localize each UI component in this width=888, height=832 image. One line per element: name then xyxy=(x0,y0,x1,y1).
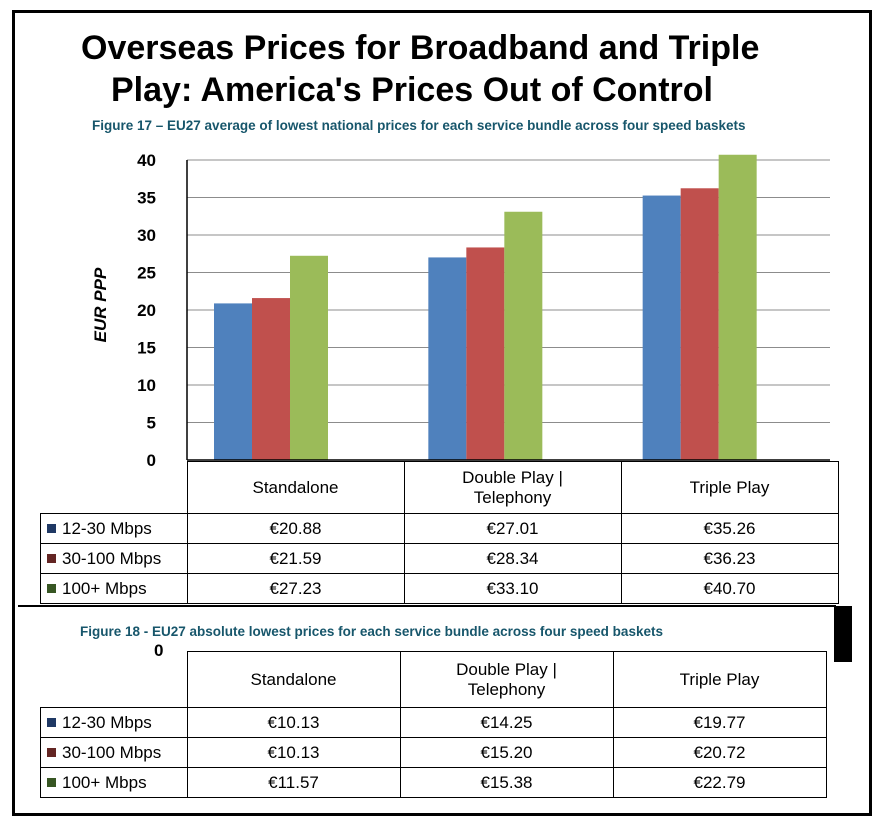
figure18-title: Figure 18 - EU27 absolute lowest prices … xyxy=(80,624,663,639)
legend-swatch xyxy=(47,777,56,787)
cell: €22.79 xyxy=(612,767,827,798)
figure17-title: Figure 17 – EU27 average of lowest natio… xyxy=(92,118,746,133)
col-header-triple-play: Triple Play xyxy=(612,651,827,708)
legend-swatch xyxy=(47,553,56,563)
cell: €20.72 xyxy=(612,737,827,768)
cell: €19.77 xyxy=(612,707,827,738)
cell: €21.59 xyxy=(186,543,405,574)
y-tick-label: 35 xyxy=(137,189,156,208)
black-bar xyxy=(834,606,852,662)
main-title-line2: Play: America's Prices Out of Control xyxy=(111,71,713,109)
row-label-text: 12-30 Mbps xyxy=(62,712,152,732)
cell: €35.26 xyxy=(620,513,839,544)
figure18-zero-tick: 0 xyxy=(154,641,164,660)
y-axis-label: EUR PPP xyxy=(91,267,110,342)
cell: €36.23 xyxy=(620,543,839,574)
col-header-double-play-line2: Telephony xyxy=(467,679,546,699)
table-row: 30-100 Mbps €10.13 €15.20 €20.72 xyxy=(40,737,827,768)
y-axis-ticks: 0 5 10 15 20 25 30 35 40 xyxy=(137,151,156,470)
section-divider xyxy=(18,605,836,613)
cell: €40.70 xyxy=(620,573,839,604)
cell: €33.10 xyxy=(403,573,622,604)
col-header-double-play-line2: Telephony xyxy=(473,487,552,507)
bars xyxy=(214,154,757,461)
main-title: Overseas Prices for Broadband and Triple… xyxy=(15,27,875,111)
table-row: 30-100 Mbps €21.59 €28.34 €36.23 xyxy=(40,543,839,574)
row-label-text: 30-100 Mbps xyxy=(62,548,162,568)
bar-3-1 xyxy=(290,255,328,460)
row-label-12-30: 12-30 Mbps xyxy=(40,513,188,544)
row-label-text: 12-30 Mbps xyxy=(62,518,152,538)
main-title-line1: Overseas Prices for Broadband and Triple xyxy=(81,29,760,67)
cell: €15.20 xyxy=(399,737,614,768)
y-tick-label: 15 xyxy=(137,339,156,358)
col-header-double-play: Double Play | Telephony xyxy=(399,651,614,708)
col-header-double-play: Double Play | Telephony xyxy=(403,461,622,514)
cell: €15.38 xyxy=(399,767,614,798)
legend-swatch xyxy=(47,717,56,727)
col-header-standalone: Standalone xyxy=(186,651,401,708)
cell: €28.34 xyxy=(403,543,622,574)
legend-swatch xyxy=(47,523,56,533)
figure18-table: Standalone Double Play | Telephony Tripl… xyxy=(40,651,827,798)
y-tick-label: 25 xyxy=(137,264,156,283)
row-label-100plus: 100+ Mbps xyxy=(40,573,188,604)
row-label-text: 100+ Mbps xyxy=(62,772,147,792)
cell: €27.01 xyxy=(403,513,622,544)
legend-swatch xyxy=(47,747,56,757)
bar-2-2 xyxy=(466,247,505,460)
cell: €11.57 xyxy=(186,767,401,798)
col-header-double-play-line1: Double Play | xyxy=(456,659,557,679)
cell: €10.13 xyxy=(186,707,401,738)
y-tick-label: 20 xyxy=(137,301,156,320)
table-row: 12-30 Mbps €20.88 €27.01 €35.26 xyxy=(40,513,839,544)
row-label-12-30: 12-30 Mbps xyxy=(40,707,188,738)
y-tick-label: 30 xyxy=(137,226,156,245)
row-label-text: 100+ Mbps xyxy=(62,578,147,598)
y-tick-label: 10 xyxy=(137,376,156,395)
bar-1-2 xyxy=(428,257,467,460)
table-row: 12-30 Mbps €10.13 €14.25 €19.77 xyxy=(40,707,827,738)
cell: €10.13 xyxy=(186,737,401,768)
bar-3-2 xyxy=(504,211,543,460)
cell: €14.25 xyxy=(399,707,614,738)
table-row: 100+ Mbps €27.23 €33.10 €40.70 xyxy=(40,573,839,604)
cell: €27.23 xyxy=(186,573,405,604)
row-label-text: 30-100 Mbps xyxy=(62,742,162,762)
figure-frame: Overseas Prices for Broadband and Triple… xyxy=(12,10,872,816)
y-tick-label: 0 xyxy=(147,451,156,470)
table-corner xyxy=(40,461,188,514)
bar-1-3 xyxy=(642,195,681,461)
row-label-100plus: 100+ Mbps xyxy=(40,767,188,798)
bar-2-1 xyxy=(252,298,290,460)
table-corner xyxy=(40,651,188,708)
col-header-standalone: Standalone xyxy=(186,461,405,514)
row-label-30-100: 30-100 Mbps xyxy=(40,543,188,574)
legend-swatch xyxy=(47,583,56,593)
y-tick-label: 40 xyxy=(137,151,156,170)
y-tick-label: 5 xyxy=(147,414,156,433)
table-row: 100+ Mbps €11.57 €15.38 €22.79 xyxy=(40,767,827,798)
bar-1-1 xyxy=(214,303,252,460)
cell: €20.88 xyxy=(186,513,405,544)
figure17-table: Standalone Double Play | Telephony Tripl… xyxy=(40,461,839,604)
bar-2-3 xyxy=(680,188,719,460)
col-header-triple-play: Triple Play xyxy=(620,461,839,514)
figure17-chart: 0 5 10 15 20 25 30 35 40 EUR PPP xyxy=(91,151,830,470)
col-header-double-play-line1: Double Play | xyxy=(462,467,563,487)
row-label-30-100: 30-100 Mbps xyxy=(40,737,188,768)
bar-3-3 xyxy=(718,154,757,460)
